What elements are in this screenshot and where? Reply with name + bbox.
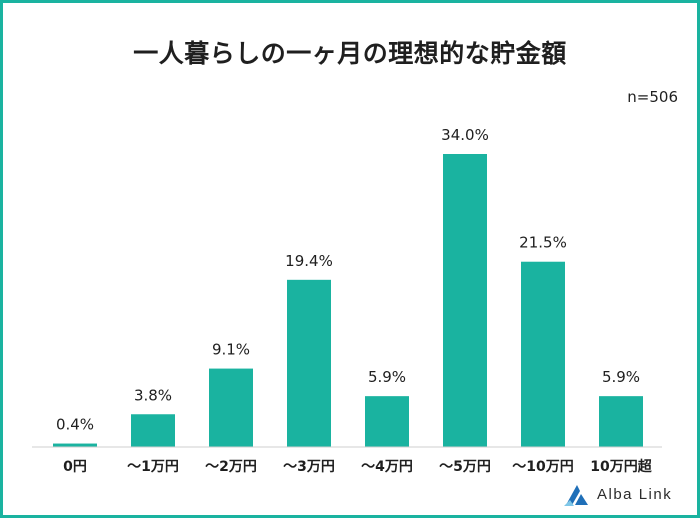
category-label-4: ～4万円 (361, 459, 413, 475)
brand-logo: Alba Link (562, 480, 672, 508)
bar-4 (365, 396, 409, 447)
category-label-2: ～2万円 (205, 459, 257, 475)
category-label-5: ～5万円 (439, 459, 491, 475)
bar-7 (599, 396, 643, 447)
data-label-1: 3.8% (134, 386, 172, 404)
sample-size-label: n=506 (627, 88, 678, 106)
bar-3 (287, 279, 331, 447)
chart-title: 一人暮らしの一ヶ月の理想的な貯金額 (133, 39, 567, 68)
alba-link-logo-icon (564, 485, 588, 506)
category-label-7: 10万円超 (590, 458, 652, 475)
data-label-5: 34.0% (441, 126, 489, 144)
category-label-0: 0円 (63, 459, 87, 475)
bar-2 (209, 368, 253, 447)
category-label-1: ～1万円 (127, 459, 179, 475)
data-label-3: 19.4% (285, 252, 333, 270)
bar-1 (131, 414, 175, 447)
bar-5 (443, 154, 487, 447)
bar-6 (521, 261, 565, 447)
data-label-7: 5.9% (602, 368, 640, 386)
bar-0 (53, 443, 97, 447)
data-label-2: 9.1% (212, 341, 250, 359)
category-label-3: ～3万円 (283, 459, 335, 475)
data-label-0: 0.4% (56, 416, 94, 434)
brand-name: Alba Link (597, 485, 673, 503)
data-label-4: 5.9% (368, 368, 406, 386)
data-label-6: 21.5% (519, 234, 567, 252)
category-label-6: ～10万円 (512, 459, 573, 475)
